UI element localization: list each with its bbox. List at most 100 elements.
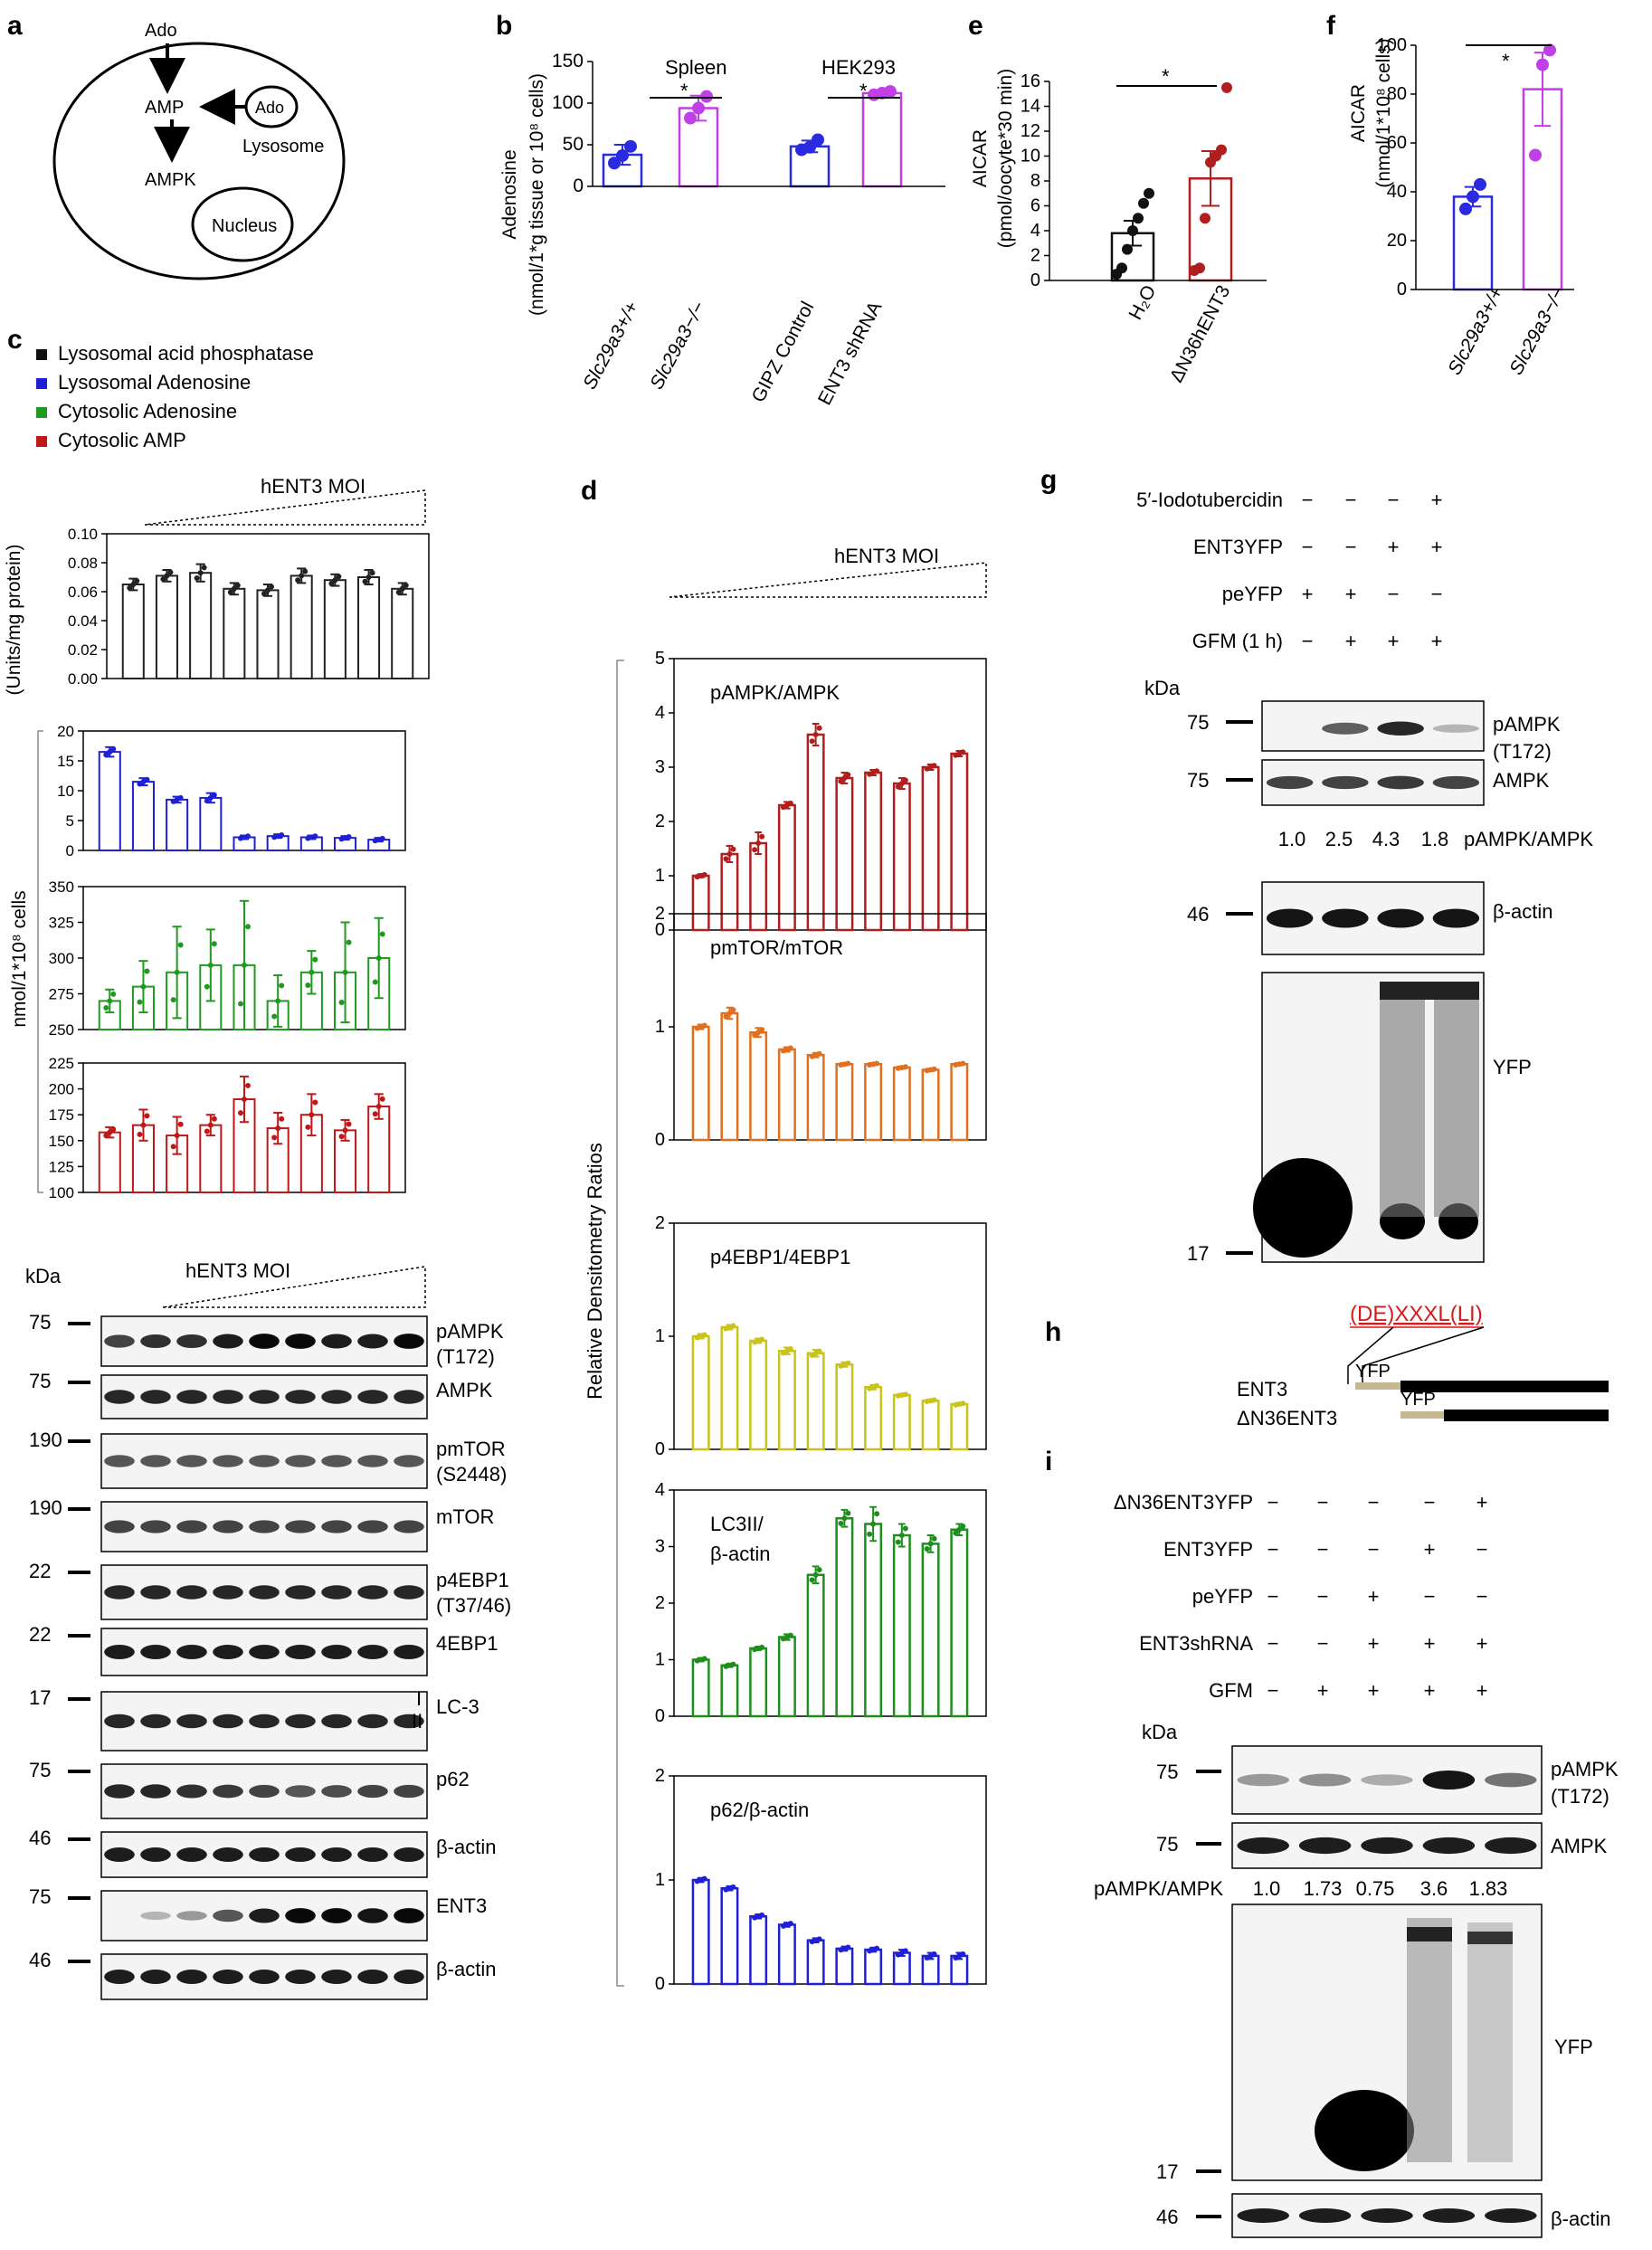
bar [691, 1878, 710, 1986]
blot-band [1298, 1837, 1352, 1855]
data-point [816, 1936, 822, 1942]
condition-sign: − [1267, 1679, 1279, 1702]
data-point [931, 1397, 937, 1403]
panel-c-blot: kDa hENT3 MOI 75 pAMPK(T172) 75 AMPK 190 pmTO… [25, 1259, 511, 2000]
blot-band [357, 1390, 388, 1404]
blot-label: pmTOR [436, 1438, 506, 1460]
data-point [953, 1530, 959, 1536]
blot-band [176, 1390, 207, 1404]
ratio-value: 1.8 [1421, 828, 1449, 850]
data-point [1116, 262, 1127, 274]
bar [892, 782, 911, 932]
y-tick-label: 5 [66, 812, 74, 830]
data-point [265, 587, 271, 593]
group-title-hek: HEK293 [821, 56, 896, 79]
condition-sign: + [1431, 536, 1443, 558]
ratio-label: pAMPK/AMPK [1094, 1877, 1223, 1900]
condition-sign: − [1345, 536, 1357, 558]
y-tick-label: 10 [1021, 147, 1040, 166]
data-point [372, 979, 378, 985]
data-point [1194, 262, 1205, 274]
condition-sign: + [1368, 1632, 1380, 1655]
blot-band [104, 1970, 135, 1984]
blot-band [1377, 721, 1424, 736]
blot-band [285, 1585, 316, 1600]
data-point [245, 924, 251, 930]
condition-sign: − [1317, 1491, 1329, 1514]
data-point [332, 577, 338, 584]
data-point [144, 1113, 150, 1119]
data-point [787, 1921, 793, 1927]
legend-swatch-blue [36, 378, 47, 389]
data-point [245, 833, 251, 840]
mw-marker: 22 [29, 1560, 51, 1582]
chart-c1: 0.00 0.02 0.04 0.06 0.08 0.10 [68, 526, 430, 688]
blot-band [104, 1784, 135, 1799]
blot-band [394, 1585, 424, 1600]
data-point [312, 1099, 318, 1106]
data-point [305, 983, 311, 989]
condition-sign: + [1476, 1632, 1488, 1655]
data-point [931, 1951, 937, 1957]
data-point [211, 792, 217, 798]
ado-lys-label: Ado [255, 99, 284, 117]
blot-band [285, 1645, 316, 1659]
b-xlabels: Slc29a3+/+ Slc29a3−/− GIPZ Control ENT3 … [579, 299, 886, 409]
blot-label: AMPK [1493, 769, 1550, 792]
bar [921, 1400, 940, 1451]
data-point [211, 941, 217, 947]
bar [189, 572, 213, 680]
blot-band [213, 1455, 243, 1467]
data-point [1216, 144, 1227, 156]
blot-band [140, 1520, 171, 1533]
panel-b-letter: b [496, 11, 512, 41]
data-point [608, 157, 621, 170]
blot-band [249, 1520, 280, 1533]
data-point [838, 1520, 844, 1526]
panel-i: i ΔN36ENT3YFP − − − − +ENT3YFP − − − + −peYFP − − + − −… [1045, 1447, 1619, 2238]
blot-band [1237, 1773, 1289, 1787]
c-ylabel-top: (Units/mg protein) [4, 545, 24, 696]
h-yfp-2: YFP [1400, 1390, 1436, 1410]
data-point [140, 1122, 147, 1128]
data-point [309, 969, 315, 975]
data-point [759, 1336, 765, 1343]
data-point [403, 582, 409, 588]
data-point [787, 1346, 793, 1352]
data-point [167, 569, 174, 575]
blot-band [394, 1334, 424, 1349]
data-point [271, 1134, 278, 1141]
blot-band [140, 1714, 171, 1729]
g-blots: 75 75 46 17 pAMPK (T172) AMPK β-actin YFP 1.0 2.5 4… [1187, 700, 1593, 1265]
data-point [211, 1116, 217, 1122]
data-point [1543, 43, 1556, 57]
data-point [369, 570, 375, 576]
mw-marker: 190 [29, 1496, 62, 1519]
mw-marker: 75 [1156, 1761, 1178, 1783]
blot-band [394, 1908, 424, 1923]
data-point [931, 1066, 937, 1072]
blot-band [213, 1585, 243, 1600]
legend-swatch-red [36, 436, 47, 447]
blot-band [1432, 724, 1480, 733]
y-tick-label: 150 [552, 51, 584, 71]
panel-d: d hENT3 MOI Relative Densitometry Ratios… [581, 476, 987, 1994]
blot-band [140, 1970, 171, 1984]
blot-band [321, 1390, 352, 1404]
bar [864, 1063, 883, 1142]
data-point [1122, 243, 1133, 255]
y-tick-label: 0 [655, 920, 665, 940]
data-point [700, 90, 713, 103]
data-point [269, 584, 274, 590]
data-point [271, 1013, 278, 1020]
condition-sign: − [1302, 489, 1314, 511]
chart-d4: 0 1 2 3 4 LC3II/β-actin [655, 1480, 987, 1726]
y-tick-label: 0 [655, 1974, 665, 1994]
condition-sign: + [1317, 1679, 1329, 1702]
c-blot-moi-label: hENT3 MOI [185, 1259, 290, 1282]
condition-sign: − [1476, 1538, 1488, 1561]
blot-label: LC-3 [436, 1695, 479, 1718]
data-point [204, 1128, 210, 1134]
data-point [616, 148, 629, 162]
